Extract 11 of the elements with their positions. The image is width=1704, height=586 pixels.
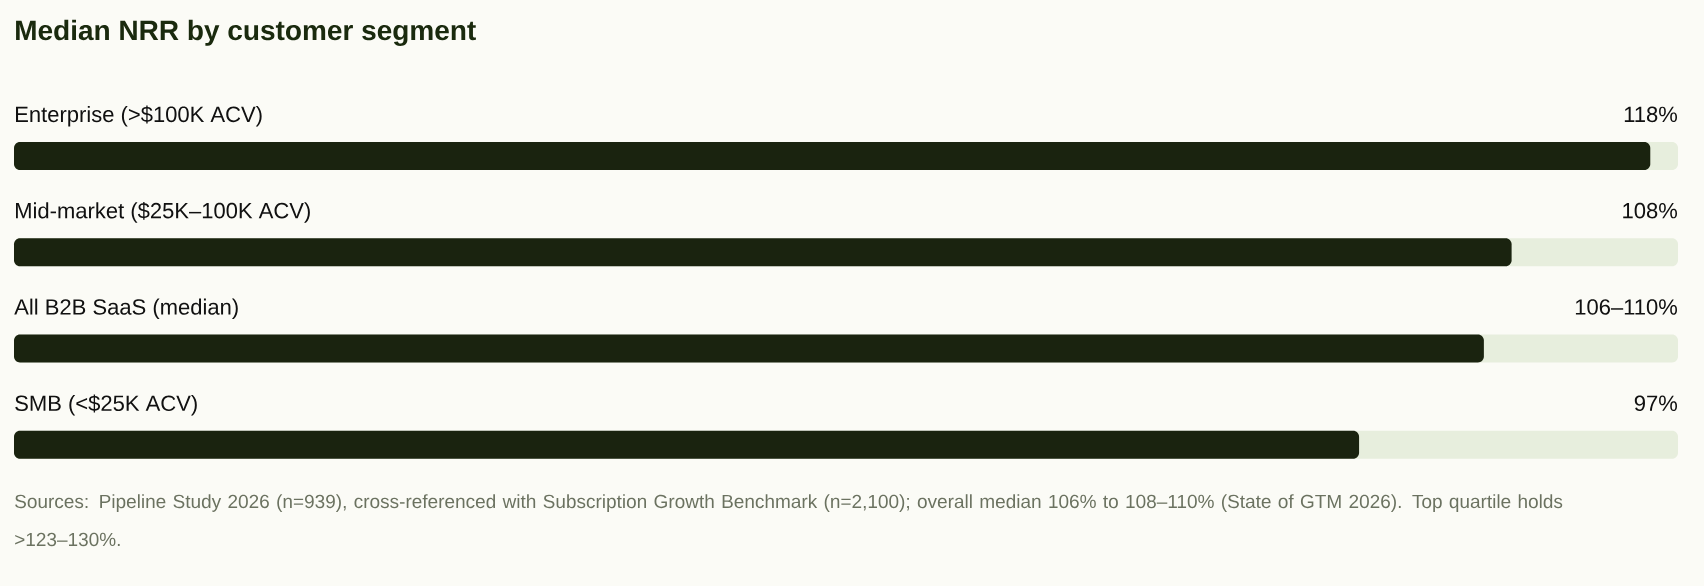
y-tick-label: Enterprise (>$100K ACV) [16,105,262,127]
data-label: 108% [1623,202,1678,219]
y-tick-label: All B2B SaaS (median) [14,298,238,320]
y-tick-label: Mid-market ($25K–100K ACV) [16,201,310,223]
data-label: 106–110% [1575,299,1678,315]
data-label: 118% [1624,106,1678,123]
y-tick-label: SMB (<$25K ACV) [15,394,197,416]
source-note: Sources: Pipeline Study 2026 (n=939), cross-referenced with Subscription Growth Benchmark (n=2,100); overall median 106% to 108–110% (State of GTM 2026). Top quartile holds >123–130%. [15,494,1563,547]
chart-title: Median NRR by customer segment [16,19,476,46]
bar [14,141,1651,170]
data-label: 97% [1634,395,1678,412]
